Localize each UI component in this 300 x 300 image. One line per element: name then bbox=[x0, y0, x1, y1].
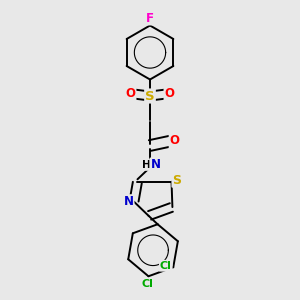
Text: N: N bbox=[124, 195, 134, 208]
Text: Cl: Cl bbox=[141, 279, 153, 289]
Text: S: S bbox=[145, 89, 155, 103]
Text: S: S bbox=[172, 174, 182, 187]
Text: N: N bbox=[150, 158, 161, 172]
Text: O: O bbox=[169, 134, 180, 148]
Text: O: O bbox=[125, 87, 136, 100]
Text: H: H bbox=[142, 160, 151, 170]
Text: O: O bbox=[164, 87, 175, 100]
Text: F: F bbox=[146, 11, 154, 25]
Text: Cl: Cl bbox=[160, 261, 172, 271]
